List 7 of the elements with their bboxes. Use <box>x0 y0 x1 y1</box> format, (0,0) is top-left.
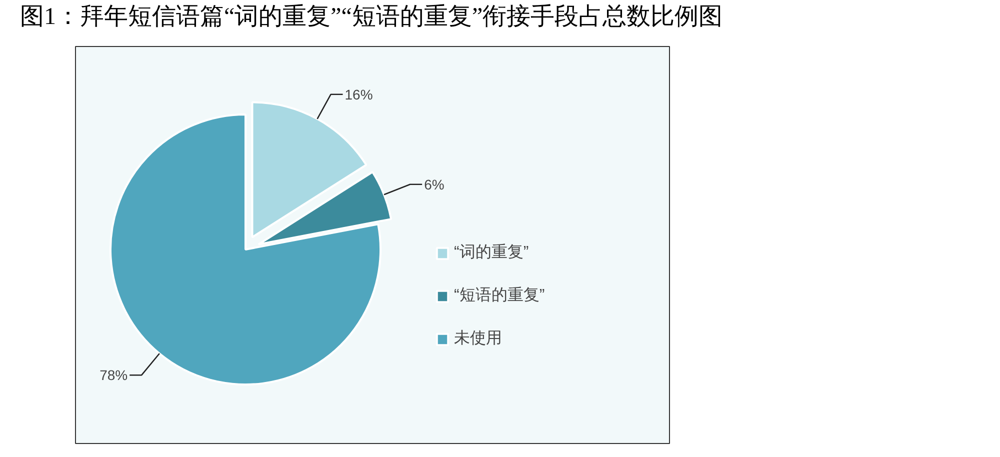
data-label: 78% <box>100 367 128 384</box>
legend-label: “词的重复” <box>454 242 529 263</box>
data-label: 6% <box>424 176 444 192</box>
legend-label: “短语的重复” <box>454 286 545 306</box>
chart-title: 图1：拜年短信语篇“词的重复”“短语的重复”衔接手段占总数比例图 <box>20 3 723 32</box>
data-label: 16% <box>344 86 373 102</box>
legend-label: 未使用 <box>454 328 502 349</box>
